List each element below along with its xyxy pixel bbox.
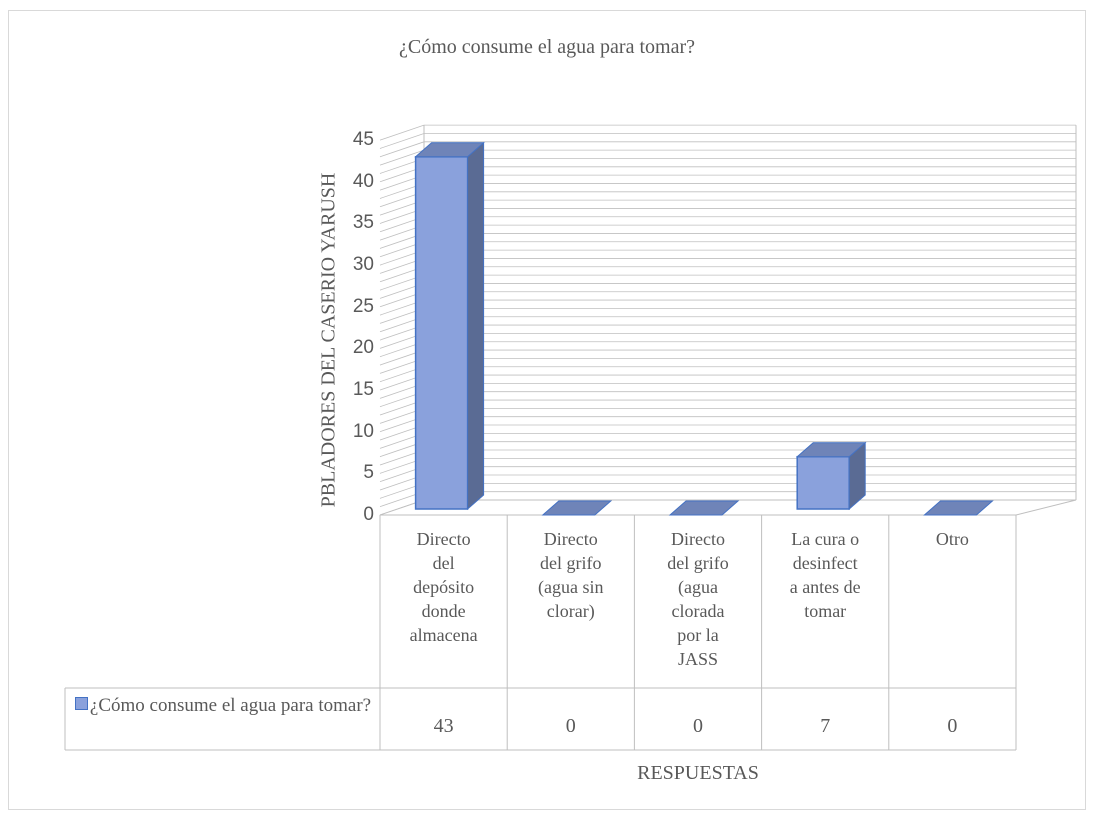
gridline-side <box>379 149 425 166</box>
data-value-label: 7 <box>820 714 831 737</box>
chart-frame <box>8 10 1086 810</box>
x-category-label-line: Otro <box>935 529 969 549</box>
x-category-label: La cura o desinfect a antes de tomar <box>762 527 889 623</box>
legend-entry: ¿Cómo consume el agua para tomar? <box>70 694 376 718</box>
bar-top-3 <box>668 500 740 516</box>
bar-side-1 <box>467 141 485 511</box>
y-tick-label: 0 <box>363 504 374 525</box>
bar-front-1 <box>414 156 469 510</box>
x-category-label-line: (agua <box>677 577 718 597</box>
x-category-label: Directo del depósito donde almacena <box>380 527 507 647</box>
x-category-label-line: del <box>432 553 455 573</box>
data-value-label: 43 <box>433 714 454 737</box>
x-category-label: Directo del grifo (agua sin clorar) <box>507 527 634 623</box>
x-category-label-line: tomar <box>804 601 847 621</box>
x-category-label-line: clorar) <box>546 601 595 621</box>
data-value-label: 0 <box>565 714 576 737</box>
data-value-label: 0 <box>947 714 958 737</box>
x-category-label-line: Directo <box>543 529 598 549</box>
x-category-label: Otro <box>889 527 1016 551</box>
y-tick-label: 20 <box>352 337 374 359</box>
x-category-label-line: clorada <box>671 601 725 621</box>
legend-swatch-icon <box>74 697 88 710</box>
x-category-label-line: Directo <box>670 529 725 549</box>
y-tick-label: 40 <box>352 170 374 192</box>
data-value-label: 0 <box>692 714 703 737</box>
x-category-label: Directo del grifo (agua clorada por la JASS <box>634 527 761 671</box>
y-tick-label: 30 <box>352 254 374 276</box>
x-category-label-line: donde <box>421 601 466 621</box>
legend-label: ¿Cómo consume el agua para tomar? <box>89 695 372 716</box>
chart-title: ¿Cómo consume el agua para tomar? <box>399 36 695 58</box>
x-category-label-line: por la <box>677 625 719 645</box>
x-category-label-line: La cura o <box>791 529 860 549</box>
gridline-side <box>379 141 425 158</box>
x-category-label-line: almacena <box>409 625 478 645</box>
x-category-label-line: Directo <box>416 529 471 549</box>
x-category-label-line: a antes de <box>789 577 861 597</box>
y-tick-label: 15 <box>352 379 374 401</box>
y-tick-label: 5 <box>363 462 374 484</box>
y-tick-label: 35 <box>352 212 374 234</box>
bar-top-4 <box>795 442 867 458</box>
bar-top-2 <box>541 500 613 516</box>
y-tick-label: 25 <box>352 295 374 317</box>
x-category-label-line: del grifo <box>667 553 729 573</box>
x-category-label-line: desinfect <box>792 553 858 573</box>
y-tick-label: 10 <box>352 420 374 442</box>
x-category-label-line: del grifo <box>540 553 602 573</box>
bar-top-1 <box>414 142 485 158</box>
x-category-label-line: depósito <box>413 577 475 597</box>
gridline-side <box>379 133 425 149</box>
bar-top-5 <box>923 500 994 516</box>
gridline-side <box>379 124 425 141</box>
x-axis-label: RESPUESTAS <box>637 762 759 784</box>
bar-front-4 <box>796 455 850 510</box>
x-category-label-line: (agua sin <box>538 577 604 597</box>
y-tick-label: 45 <box>352 129 374 151</box>
x-category-label-line: JASS <box>677 649 718 669</box>
